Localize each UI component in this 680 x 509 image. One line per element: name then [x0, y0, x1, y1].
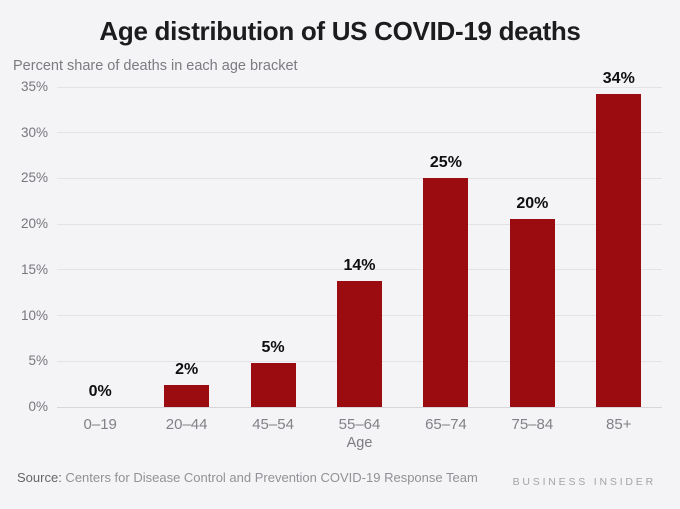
- x-axis-tick-label: 55–64: [338, 416, 381, 433]
- bar-75–84: [509, 218, 555, 407]
- bar-value-label: 34%: [602, 70, 635, 88]
- bar-value-label: 2%: [175, 361, 199, 379]
- y-axis-tick-label: 30%: [20, 124, 48, 140]
- y-axis-tick-label: 0%: [28, 399, 48, 414]
- y-axis-tick-label: 5%: [28, 353, 48, 369]
- y-axis-tick-label: 15%: [20, 261, 48, 277]
- chart-subtitle: Percent share of deaths in each age brac…: [13, 58, 298, 74]
- gridline: [57, 406, 662, 408]
- business-insider-wordmark: BUSINESS INSIDER: [512, 476, 656, 488]
- x-axis-tick-label: 85+: [606, 416, 632, 433]
- x-axis-tick-label: 20–44: [165, 416, 208, 433]
- x-axis-tick-label: 0–19: [83, 416, 117, 433]
- y-axis-tick-label: 20%: [20, 216, 48, 232]
- bar-85+: [596, 94, 642, 407]
- y-axis-tick-label: 10%: [20, 307, 48, 323]
- x-axis-title: Age: [346, 435, 373, 451]
- gridline: [57, 86, 662, 88]
- bar-20–44: [164, 385, 210, 407]
- bar-55–64: [337, 280, 382, 407]
- gridline: [57, 132, 662, 134]
- bar-chart-plot-area: 35% 30% 25% 20% 15% 10% 5% 0% 0% 0–19 2% 20–44 5% 45–…: [21, 71, 662, 451]
- bar-value-label: 14%: [343, 256, 376, 274]
- bar-value-label: 0%: [88, 383, 112, 400]
- bar-65–74: [423, 177, 469, 407]
- y-axis-tick-label: 35%: [20, 79, 48, 94]
- gridline: [57, 177, 662, 179]
- gridline: [57, 223, 662, 225]
- chart-title: Age distribution of US COVID-19 deaths: [99, 16, 581, 46]
- bar-value-label: 20%: [516, 194, 549, 212]
- bar-45–54: [250, 363, 296, 407]
- gridline: [57, 269, 662, 271]
- x-axis-tick-label: 45–54: [252, 416, 294, 433]
- x-axis-tick-label: 65–74: [425, 416, 467, 433]
- bar-value-label: 5%: [261, 339, 285, 357]
- source-text: Centers for Disease Control and Preventi…: [61, 470, 478, 485]
- source-label: Source:: [17, 470, 62, 485]
- x-axis-tick-label: 75–84: [511, 416, 554, 433]
- source-line: Source: Centers for Disease Control and …: [17, 470, 478, 485]
- bar-value-label: 25%: [429, 153, 462, 171]
- y-axis-tick-label: 25%: [20, 170, 48, 186]
